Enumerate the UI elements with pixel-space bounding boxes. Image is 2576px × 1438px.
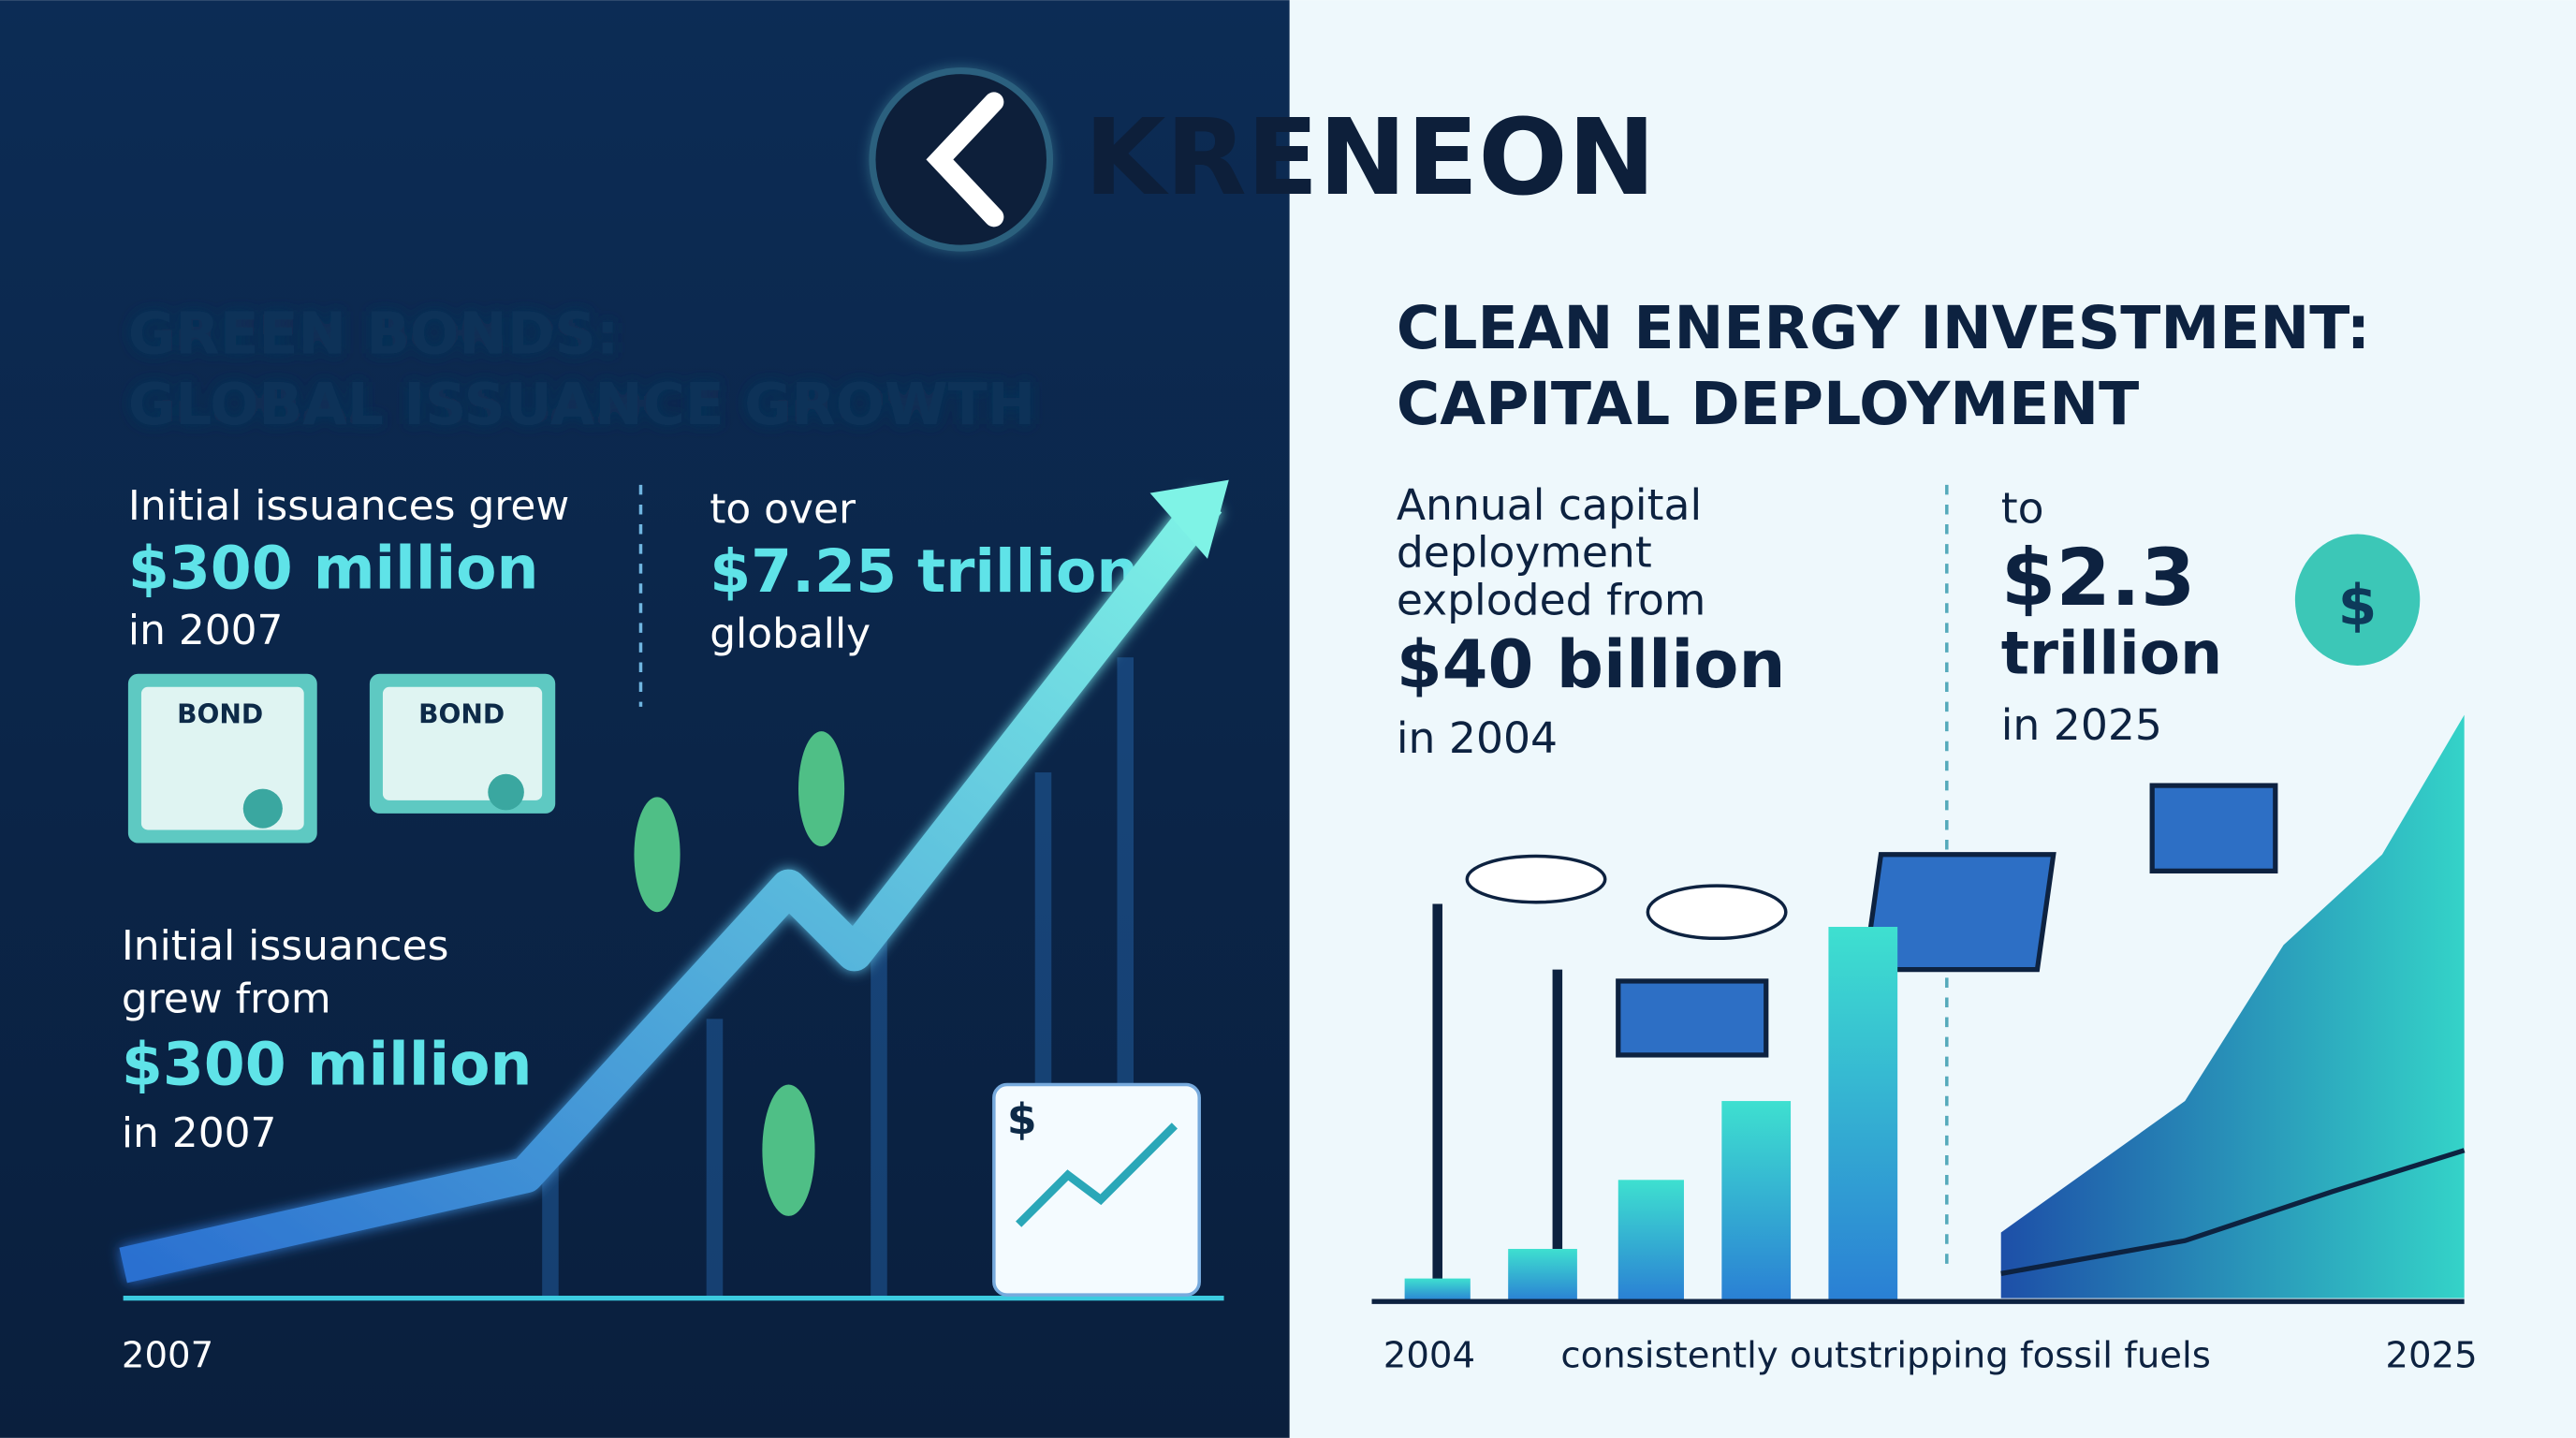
- icon-symbol: $: [1007, 1094, 1037, 1144]
- stripe: [871, 920, 887, 1299]
- leaf: [762, 1084, 815, 1216]
- chart-icon: [992, 1082, 1201, 1297]
- bond-seal: [488, 773, 524, 811]
- bar-decor: [1508, 1249, 1577, 1302]
- growth-arrow: [119, 490, 1222, 1284]
- left-text: globally: [710, 610, 871, 658]
- left-text: in 2007: [122, 1109, 277, 1157]
- bond-seal: [242, 788, 283, 829]
- area-decor: [2000, 714, 2465, 1299]
- left-figure: $7.25 trillion: [710, 536, 1138, 606]
- right-text: exploded from: [1397, 576, 1705, 625]
- bond-card-inner: [382, 686, 543, 800]
- right-text: to: [2001, 483, 2044, 533]
- right-text: deployment: [1397, 528, 1652, 578]
- axis-label: 2025: [2385, 1334, 2477, 1376]
- cloud: [1646, 884, 1788, 941]
- left-figure: $300 million: [122, 1030, 533, 1099]
- money-bag: [2294, 534, 2421, 666]
- right-text: in 2004: [1397, 713, 1558, 763]
- cloud: [1465, 854, 1607, 904]
- bar-decor: [1404, 1278, 1471, 1302]
- stripe: [706, 1019, 724, 1299]
- brand: KRENEON: [1084, 97, 1655, 219]
- bag-symbol: $: [2338, 574, 2378, 638]
- arrow-head: [1149, 479, 1229, 559]
- right-title: CAPITAL DEPLOYMENT: [1397, 369, 2139, 438]
- bond-label: BOND: [177, 698, 263, 729]
- logo-chevron: [926, 92, 1004, 227]
- right-figure: $40 billion: [1397, 626, 1786, 703]
- left-text: to over: [710, 485, 856, 533]
- left-text: Initial issuances: [122, 922, 449, 970]
- right-text: in 2025: [2001, 700, 2162, 750]
- stripe: [542, 1150, 559, 1299]
- axis-label: 2007: [122, 1334, 213, 1376]
- bond-label: BOND: [418, 698, 505, 729]
- right-title: CLEAN ENERGY INVESTMENT:: [1397, 293, 2370, 362]
- right-figure: $2.3: [2001, 532, 2196, 624]
- axis-label: 2004: [1383, 1334, 1475, 1376]
- left-title: GLOBAL ISSUANCE GROWTH: [128, 372, 1035, 438]
- axis-caption: consistently outstripping fossil fuels: [1560, 1334, 2211, 1376]
- right-text: Annual capital: [1397, 480, 1702, 530]
- left-text: in 2007: [128, 607, 284, 654]
- solar-panel: [2149, 783, 2278, 873]
- logo-mark: [875, 74, 1046, 245]
- leaf: [798, 731, 845, 847]
- left-text: grew from: [122, 975, 331, 1022]
- leaf: [634, 797, 681, 913]
- bar-decor: [1617, 1180, 1684, 1302]
- left-title: GREEN BONDS:: [128, 301, 620, 367]
- left-text: Initial issuances grew: [128, 482, 569, 530]
- solar-panel: [1616, 978, 1769, 1058]
- icon-line: [1016, 1123, 1178, 1227]
- right-figure: trillion: [2001, 619, 2222, 688]
- solar-panel: [1862, 852, 2056, 973]
- bar-decor: [1721, 1101, 1792, 1302]
- bar-decor: [1828, 927, 1898, 1302]
- left-figure: $300 million: [128, 533, 539, 602]
- fossil-line: [2000, 1148, 2466, 1276]
